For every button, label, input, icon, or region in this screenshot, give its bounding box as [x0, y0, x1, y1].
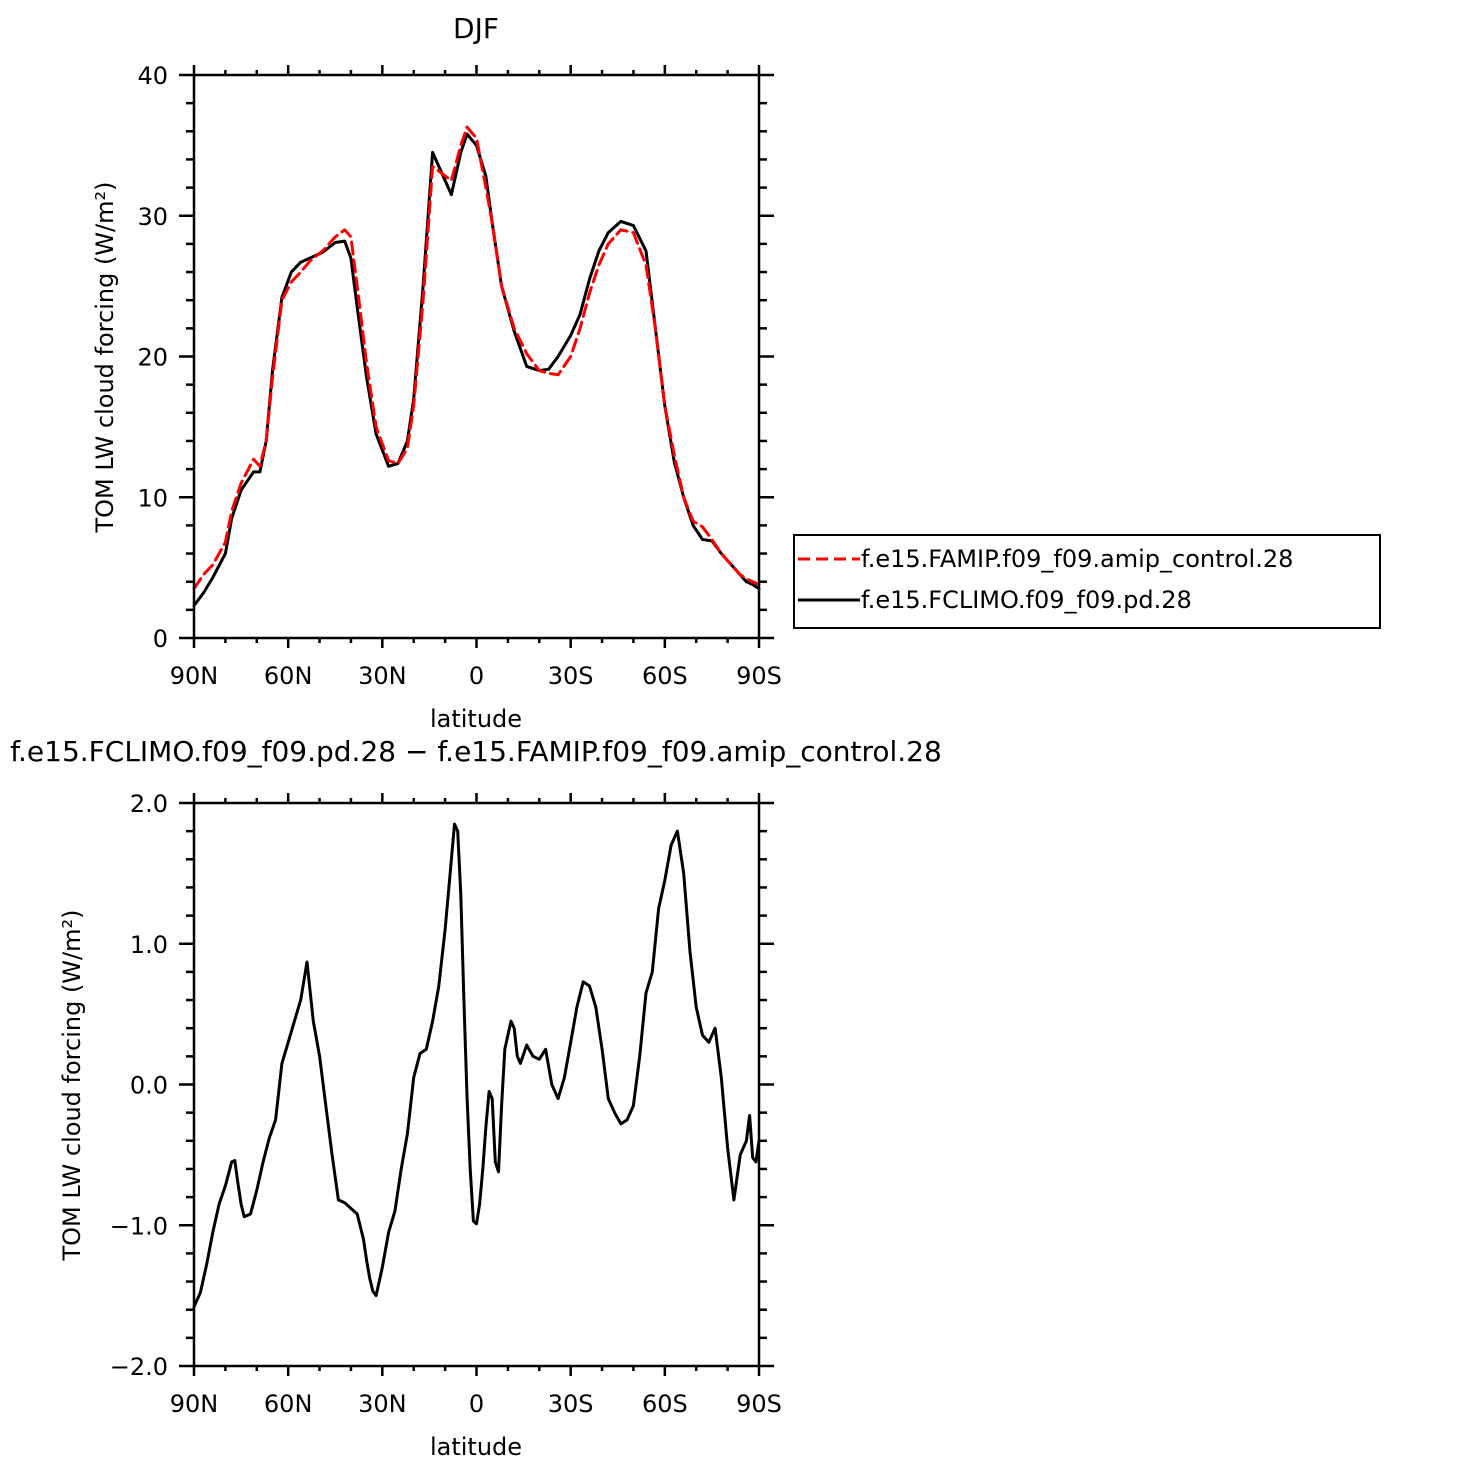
y-tick-label: −2.0 — [110, 1353, 168, 1381]
legend: f.e15.FAMIP.f09_f09.amip_control.28 f.e1… — [793, 534, 1381, 629]
bottom-chart-title: f.e15.FCLIMO.f09_f09.pd.28 − f.e15.FAMIP… — [10, 735, 942, 768]
x-tick-label: 90S — [736, 662, 782, 690]
x-tick-label: 0 — [469, 662, 484, 690]
x-tick-label: 90N — [170, 662, 219, 690]
x-tick-label: 90N — [170, 1390, 219, 1418]
bottom-plot-frame — [192, 801, 761, 1368]
y-tick-label: 10 — [137, 484, 168, 512]
y-tick-label: −1.0 — [110, 1212, 168, 1240]
top-series-group — [192, 125, 761, 608]
top-panel: DJF TOM LW cloud forcing (W/m²) latitude… — [91, 12, 782, 733]
y-tick-label: 40 — [137, 62, 168, 90]
y-tick-label: 1.0 — [130, 931, 168, 959]
x-tick-label: 60S — [642, 1390, 688, 1418]
legend-box — [793, 534, 1381, 629]
series-line-0-0 — [192, 125, 761, 591]
y-tick-label: 30 — [137, 203, 168, 231]
y-tick-label: 0.0 — [130, 1072, 168, 1100]
x-tick-label: 90S — [736, 1390, 782, 1418]
series-line-1-0 — [192, 822, 761, 1309]
legend-label-fclimo: f.e15.FCLIMO.f09_f09.pd.28 — [861, 586, 1192, 614]
x-tick-label: 30N — [358, 662, 407, 690]
top-y-axis-label: TOM LW cloud forcing (W/m²) — [91, 182, 119, 534]
y-tick-label: 0 — [153, 625, 168, 653]
top-x-axis-label: latitude — [430, 705, 522, 733]
top-axis-ticks: 90N 60N 30N 0 30S 60S 90S 0 10 20 30 40 — [137, 62, 781, 690]
top-plot-frame — [192, 73, 761, 640]
top-chart-title: DJF — [453, 12, 499, 45]
bottom-y-axis-label: TOM LW cloud forcing (W/m²) — [58, 910, 86, 1262]
y-tick-label: 2.0 — [130, 790, 168, 818]
x-tick-label: 30S — [548, 1390, 594, 1418]
bottom-series-group — [192, 822, 761, 1309]
x-tick-label: 30N — [358, 1390, 407, 1418]
x-tick-label: 30S — [548, 662, 594, 690]
x-tick-label: 0 — [469, 1390, 484, 1418]
x-tick-label: 60N — [264, 662, 313, 690]
x-tick-label: 60S — [642, 662, 688, 690]
bottom-panel: f.e15.FCLIMO.f09_f09.pd.28 − f.e15.FAMIP… — [10, 735, 942, 1461]
legend-label-famip: f.e15.FAMIP.f09_f09.amip_control.28 — [861, 545, 1293, 573]
x-tick-label: 60N — [264, 1390, 313, 1418]
bottom-x-axis-label: latitude — [430, 1433, 522, 1461]
y-tick-label: 20 — [137, 344, 168, 372]
